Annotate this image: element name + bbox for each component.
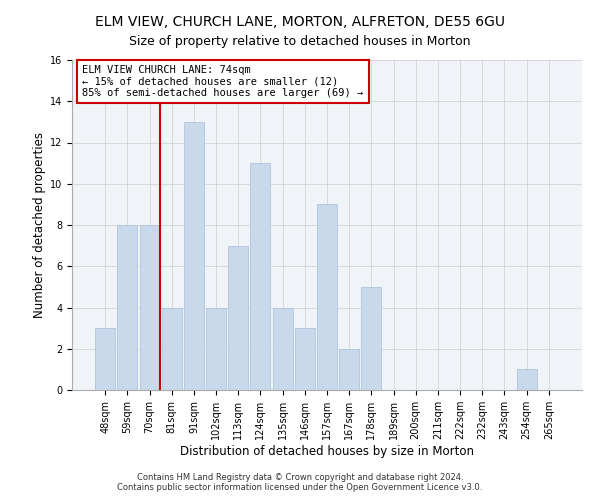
Bar [295, 328, 315, 390]
Bar [162, 308, 182, 390]
Text: ELM VIEW, CHURCH LANE, MORTON, ALFRETON, DE55 6GU: ELM VIEW, CHURCH LANE, MORTON, ALFRETON,… [95, 15, 505, 29]
Bar [317, 204, 337, 390]
Bar [140, 225, 160, 390]
Text: ELM VIEW CHURCH LANE: 74sqm
← 15% of detached houses are smaller (12)
85% of sem: ELM VIEW CHURCH LANE: 74sqm ← 15% of det… [82, 65, 364, 98]
Bar [184, 122, 204, 390]
Bar [517, 370, 536, 390]
Bar [95, 328, 115, 390]
Text: Size of property relative to detached houses in Morton: Size of property relative to detached ho… [129, 35, 471, 48]
Bar [361, 287, 382, 390]
X-axis label: Distribution of detached houses by size in Morton: Distribution of detached houses by size … [180, 445, 474, 458]
Bar [250, 163, 271, 390]
Bar [272, 308, 293, 390]
Bar [206, 308, 226, 390]
Y-axis label: Number of detached properties: Number of detached properties [33, 132, 46, 318]
Bar [228, 246, 248, 390]
Bar [339, 349, 359, 390]
Bar [118, 225, 137, 390]
Text: Contains HM Land Registry data © Crown copyright and database right 2024.
Contai: Contains HM Land Registry data © Crown c… [118, 473, 482, 492]
